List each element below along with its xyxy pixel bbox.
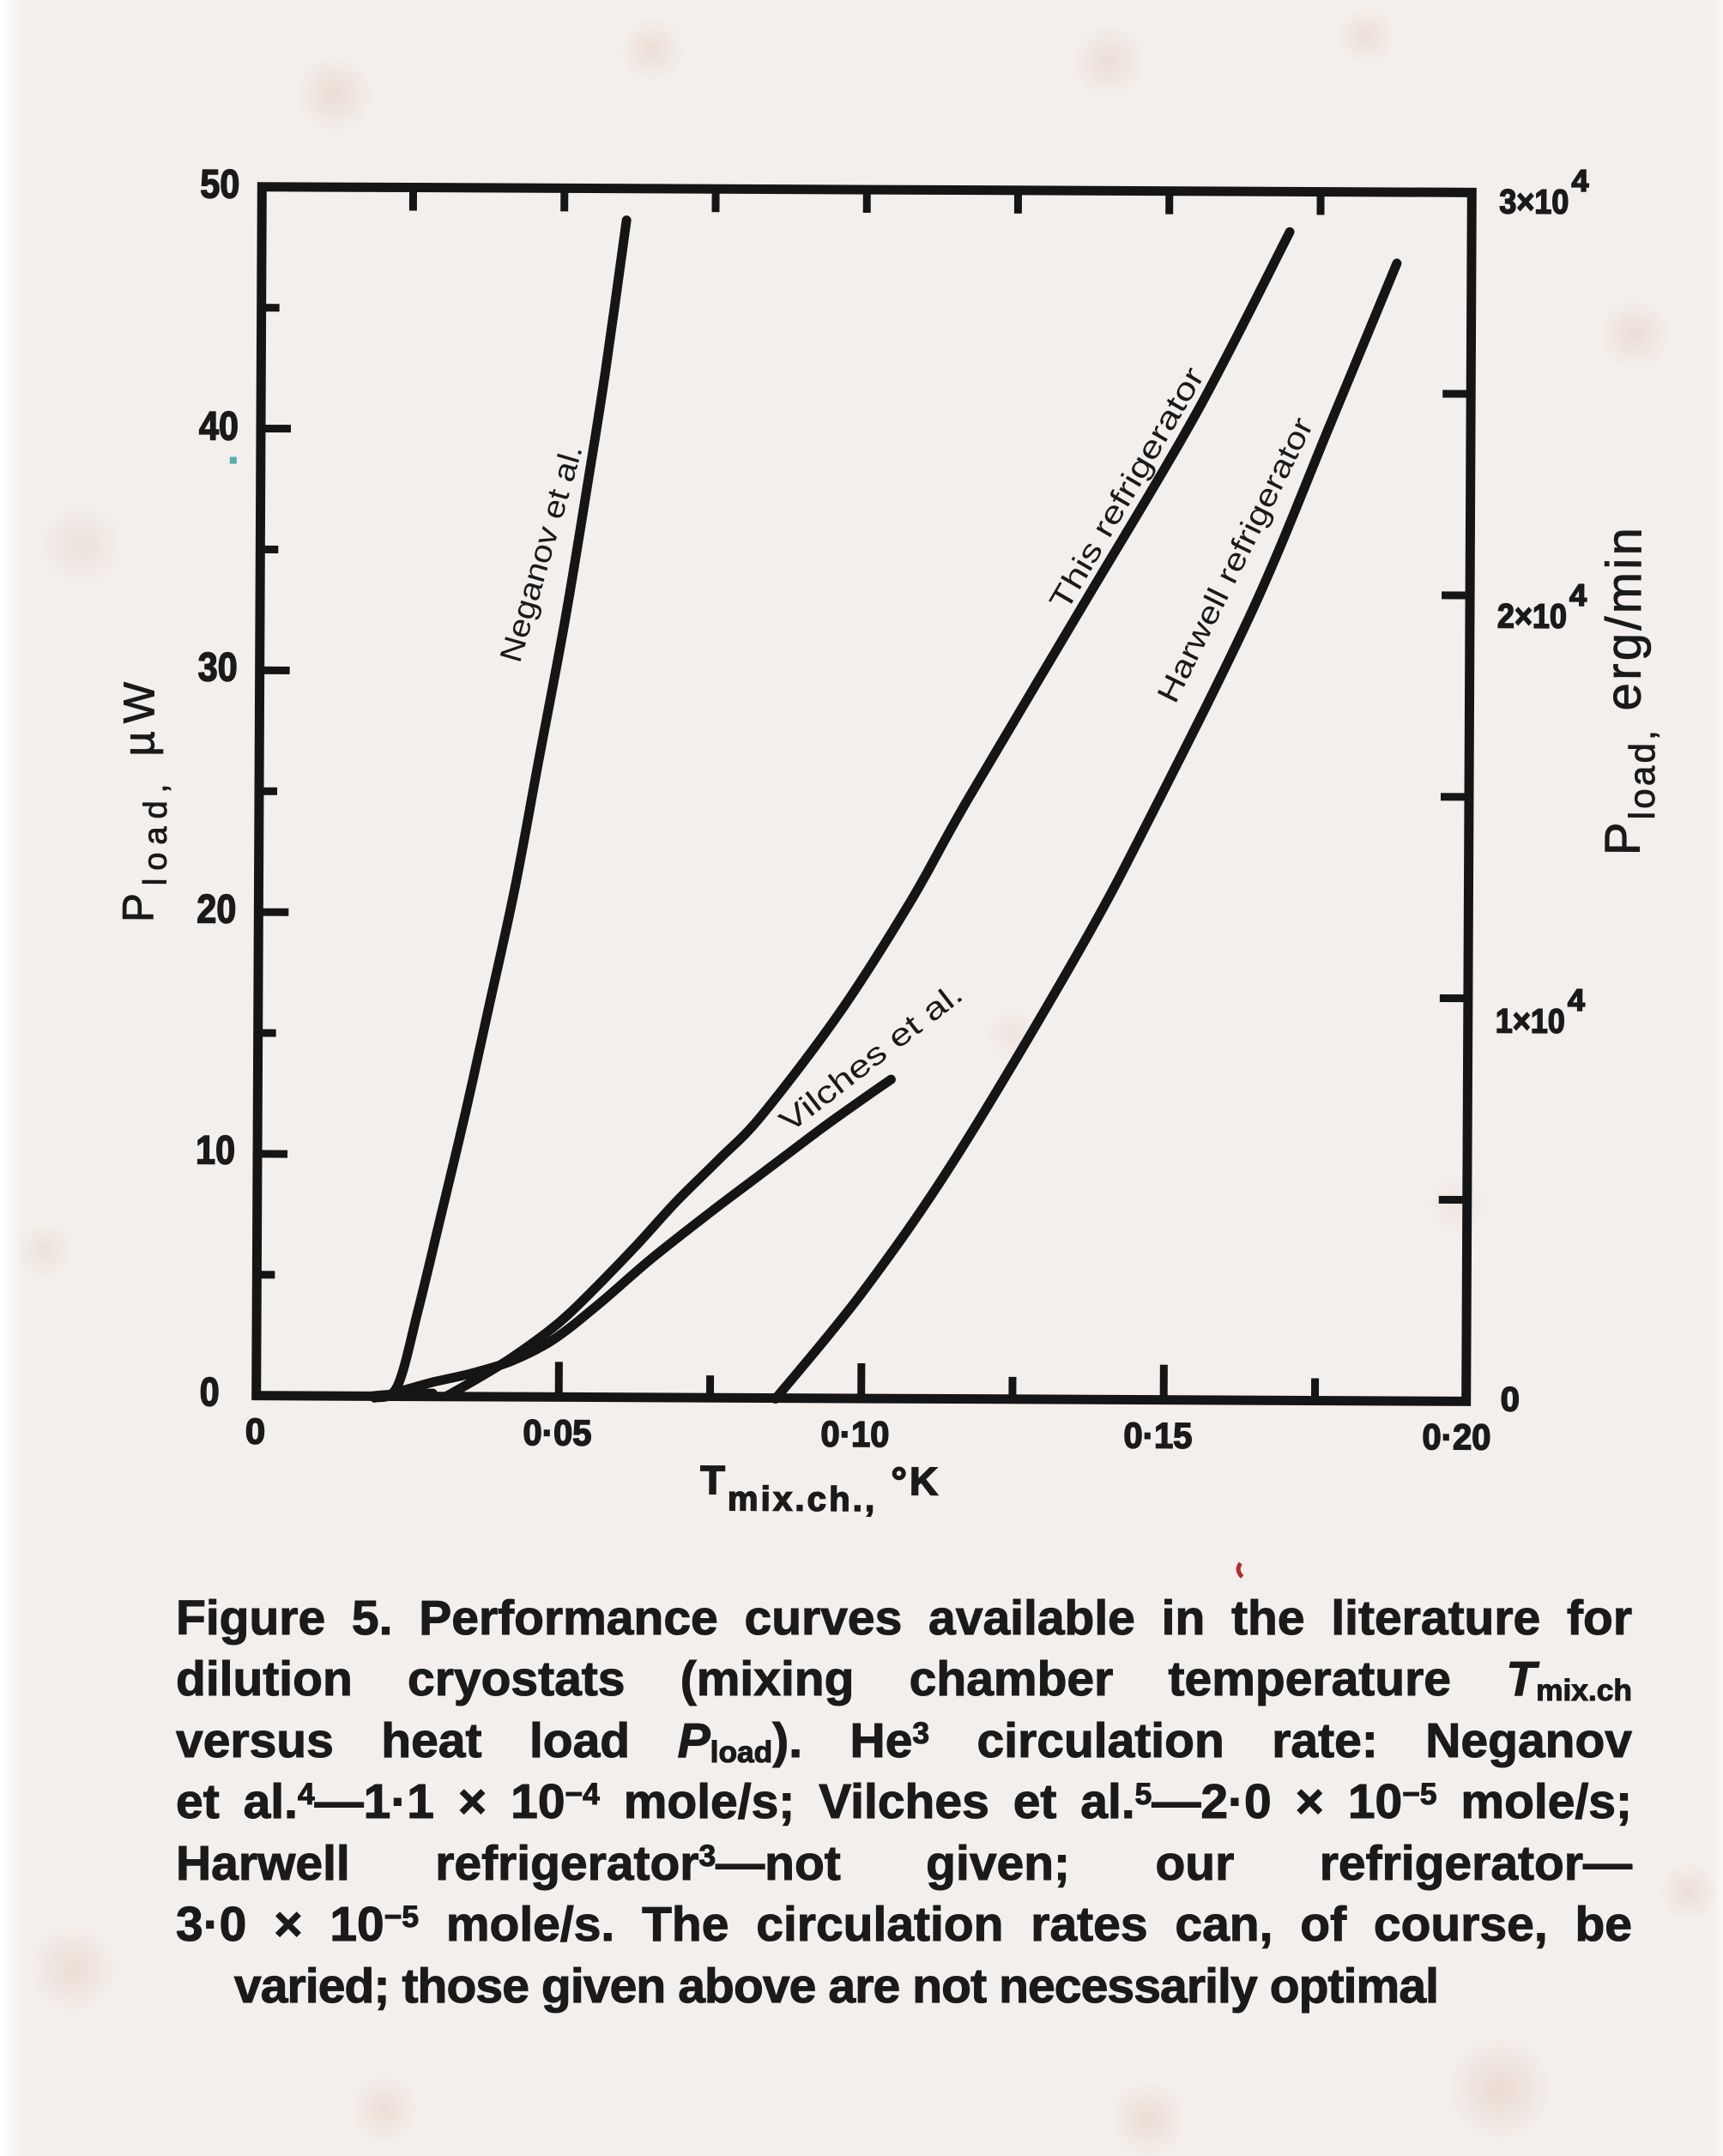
svg-text:4: 4 [1568,982,1585,1018]
svg-text:0: 0 [200,1368,220,1414]
svg-text:0·15: 0·15 [1123,1415,1192,1455]
svg-text:4: 4 [1571,163,1588,198]
svg-text:0·20: 0·20 [1422,1416,1490,1457]
svg-text:2×10: 2×10 [1497,598,1567,636]
svg-text:10: 10 [196,1126,235,1172]
svg-text:0·05: 0·05 [523,1412,591,1452]
svg-text:50: 50 [200,160,239,206]
svg-text:1×10: 1×10 [1496,1003,1565,1041]
svg-text:0: 0 [245,1411,266,1452]
svg-text:40: 40 [199,402,239,448]
svg-text:This refrigerator: This refrigerator [1042,361,1211,616]
svg-text:3×10: 3×10 [1499,184,1569,221]
svg-text:Pload, erg/min: Pload, erg/min [1595,528,1664,855]
svg-text:0: 0 [1501,1381,1520,1419]
svg-text:Tmix.ch., °K: Tmix.ch., °K [700,1457,938,1519]
svg-text:30: 30 [198,643,238,689]
svg-text:20: 20 [196,885,236,931]
svg-text:4: 4 [1569,577,1587,613]
svg-text:0·10: 0·10 [820,1414,889,1454]
svg-text:Pload, µW: Pload, µW [113,682,174,922]
